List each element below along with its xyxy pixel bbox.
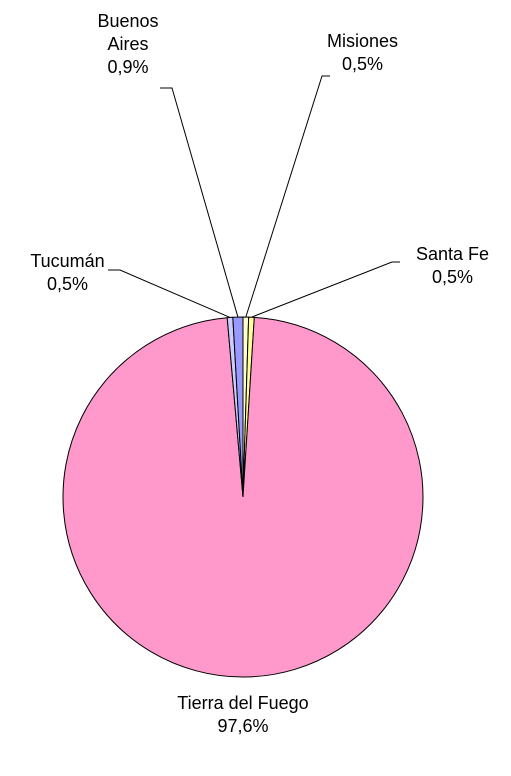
slice-name: Tucumán xyxy=(30,251,105,271)
slice-value: 97,6% xyxy=(217,716,269,736)
leader-line xyxy=(160,87,239,318)
slice-label: Buenos Aires 0,9% xyxy=(78,10,178,79)
slice-name: Tierra del Fuego xyxy=(177,693,309,713)
slice-value: 0,5% xyxy=(341,54,384,74)
slice-name: Santa Fe xyxy=(415,244,490,264)
slice-value: 0,5% xyxy=(46,274,89,294)
slice-name: Buenos Aires xyxy=(97,11,159,54)
slice-label: Misiones 0,5% xyxy=(315,30,410,76)
slice-value: 0,9% xyxy=(107,57,149,77)
leader-line xyxy=(245,75,330,318)
slice-value: 0,5% xyxy=(431,267,474,287)
slice-name: Misiones xyxy=(326,31,399,51)
slice-label: Tierra del Fuego 97,6% xyxy=(170,692,316,738)
leader-line xyxy=(108,269,231,318)
leader-line xyxy=(251,261,400,318)
slice-label: Tucumán 0,5% xyxy=(10,250,125,296)
slice-label: Santa Fe 0,5% xyxy=(400,243,505,289)
pie-slice xyxy=(232,316,244,498)
pie-slice xyxy=(62,316,424,678)
